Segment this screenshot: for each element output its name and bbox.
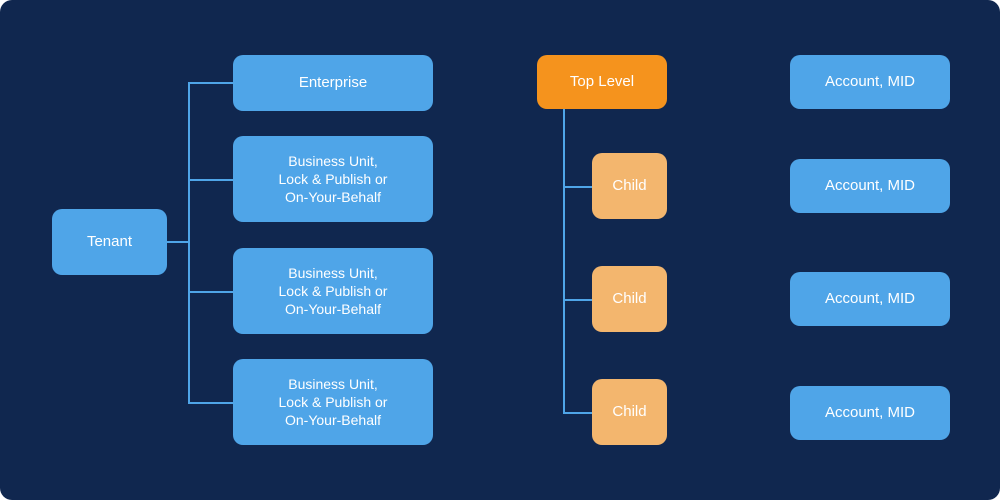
node-label: Child [612, 402, 646, 422]
connector [167, 241, 188, 243]
node-child1: Child [592, 153, 667, 219]
node-enterprise: Enterprise [233, 55, 433, 111]
node-label: Account, MID [825, 72, 915, 92]
node-bu3: Business Unit,Lock & Publish orOn-Your-B… [233, 359, 433, 445]
connector [563, 412, 592, 414]
connector [563, 109, 565, 412]
connector [188, 291, 233, 293]
node-child2: Child [592, 266, 667, 332]
node-label: Business Unit,Lock & Publish orOn-Your-B… [279, 375, 388, 430]
node-label: Top Level [570, 72, 634, 92]
node-tenant: Tenant [52, 209, 167, 275]
connector [188, 402, 233, 404]
node-label: Account, MID [825, 289, 915, 309]
node-label: Tenant [87, 232, 132, 252]
node-label: Business Unit,Lock & Publish orOn-Your-B… [279, 264, 388, 319]
node-label: Business Unit,Lock & Publish orOn-Your-B… [279, 152, 388, 207]
node-label: Child [612, 176, 646, 196]
node-child3: Child [592, 379, 667, 445]
node-acct4: Account, MID [790, 386, 950, 440]
connector [188, 82, 233, 84]
node-bu2: Business Unit,Lock & Publish orOn-Your-B… [233, 248, 433, 334]
node-label: Enterprise [299, 73, 367, 93]
connector [188, 179, 233, 181]
node-label: Account, MID [825, 403, 915, 423]
node-acct2: Account, MID [790, 159, 950, 213]
connector [188, 82, 190, 402]
diagram-canvas: Tenant Enterprise Business Unit,Lock & Pub… [0, 0, 1000, 500]
node-acct3: Account, MID [790, 272, 950, 326]
node-bu1: Business Unit,Lock & Publish orOn-Your-B… [233, 136, 433, 222]
node-acct1: Account, MID [790, 55, 950, 109]
node-toplevel: Top Level [537, 55, 667, 109]
node-label: Account, MID [825, 176, 915, 196]
node-label: Child [612, 289, 646, 309]
connector [563, 186, 592, 188]
connector [563, 299, 592, 301]
